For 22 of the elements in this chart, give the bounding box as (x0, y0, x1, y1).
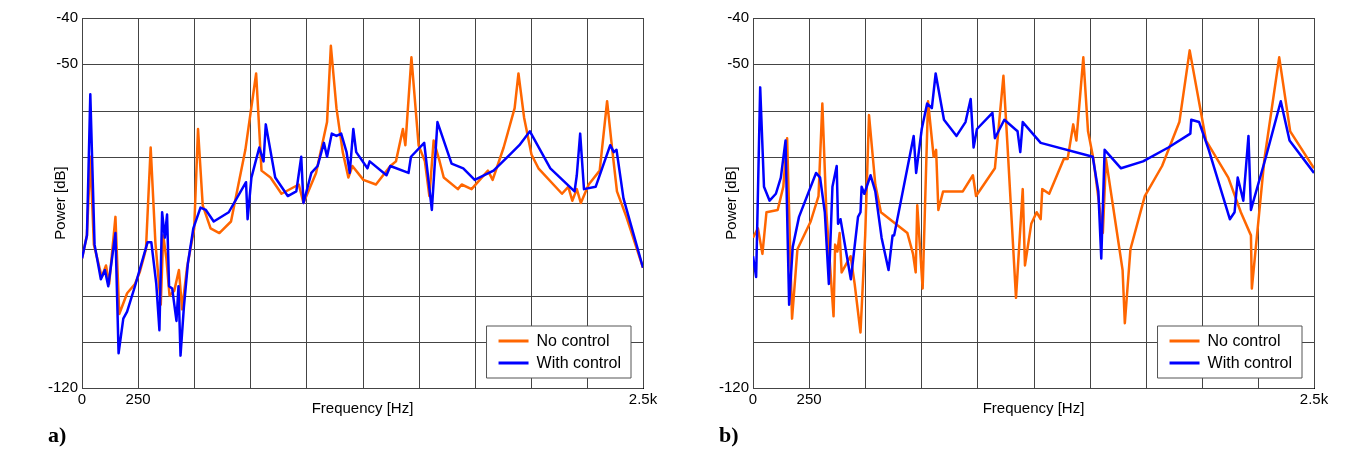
text: a) (48, 422, 68, 448)
x-axis-title: Frequency [Hz] (311, 399, 414, 417)
legend-label: No control (536, 332, 610, 350)
y-axis-title: Power [dB] (722, 166, 740, 240)
y-tick-label: -50 (727, 54, 749, 72)
y-axis-title: Power [dB] (51, 166, 69, 240)
y-tick-label: -50 (56, 54, 78, 72)
y-tick-label: -40 (56, 8, 78, 26)
x-tick-label: 0 (748, 389, 758, 407)
legend-label: With control (536, 354, 621, 372)
x-tick-label: 2.5k (628, 389, 658, 407)
x-tick-label: 0 (77, 389, 87, 407)
x-axis-title: Frequency [Hz] (982, 399, 1085, 417)
y-tick-label: -40 (727, 8, 749, 26)
x-tick-label: 250 (125, 389, 151, 407)
x-tick-label: 2.5k (1299, 389, 1329, 407)
text: b) (719, 422, 740, 448)
legend-label: With control (1207, 354, 1292, 372)
y-tick-label: -120 (718, 378, 749, 396)
x-tick-label: 250 (796, 389, 822, 407)
legend-label: No control (1207, 332, 1281, 350)
y-tick-label: -120 (47, 378, 78, 396)
